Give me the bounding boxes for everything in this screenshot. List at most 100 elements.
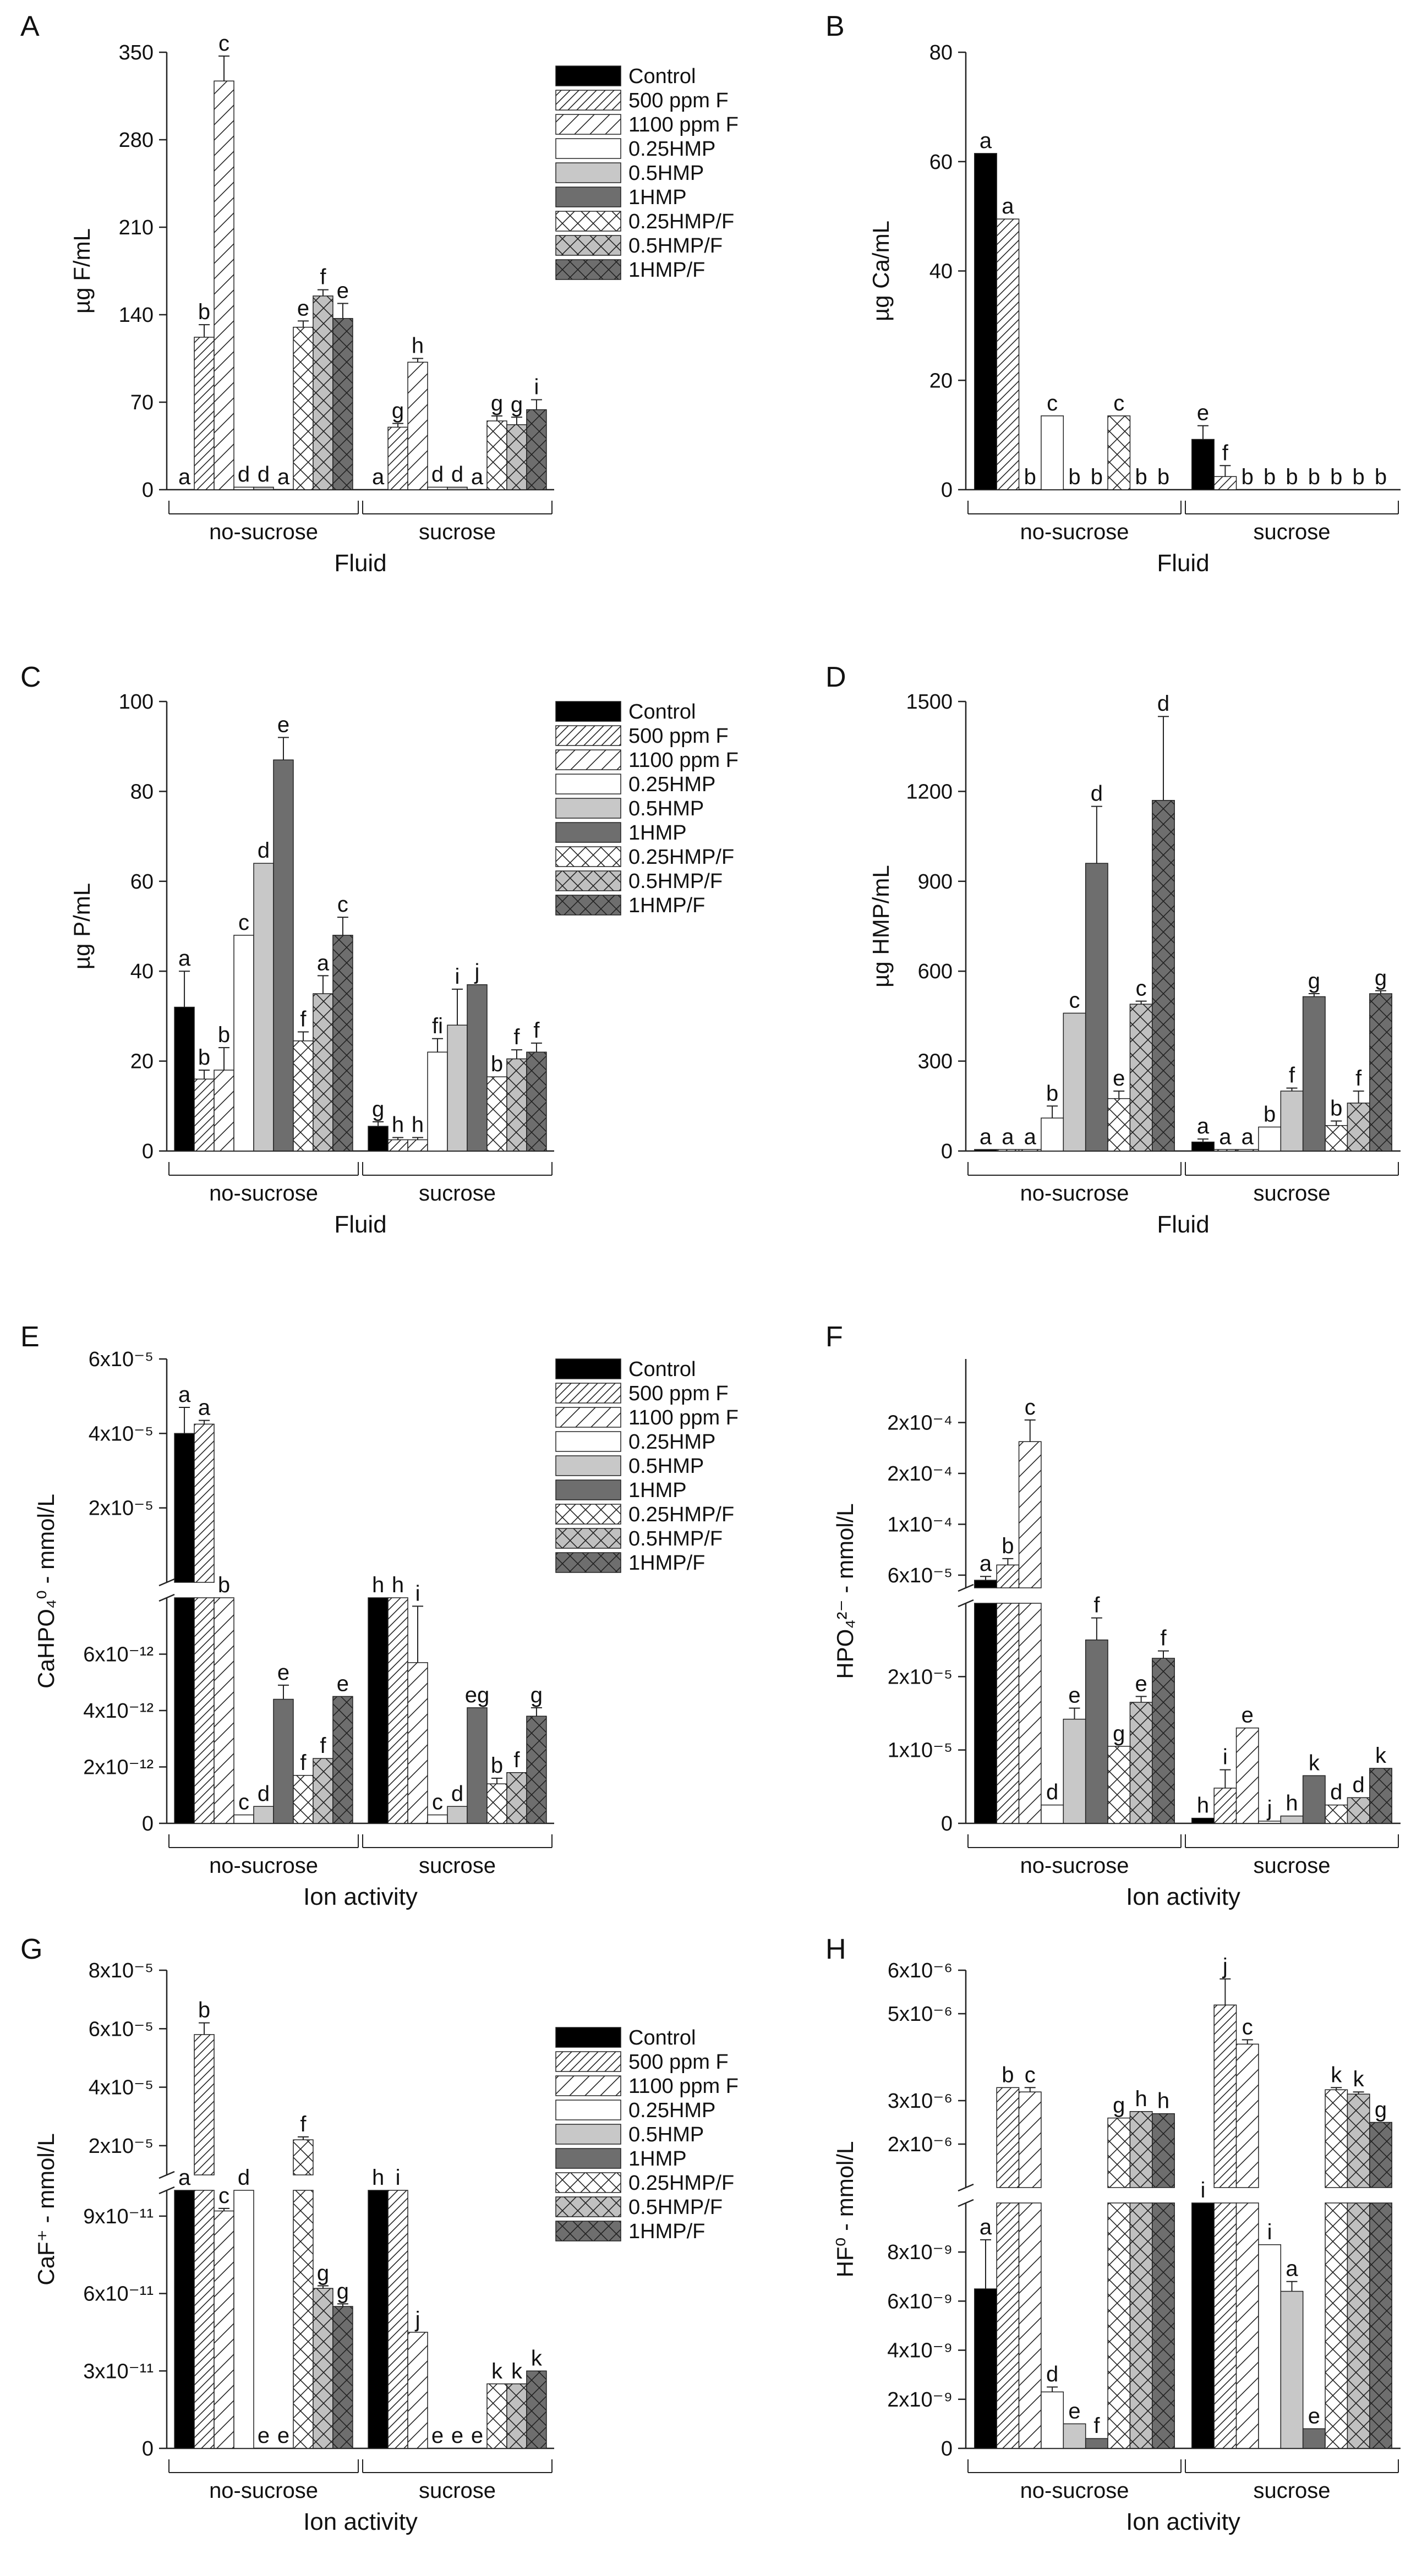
significance-label: g (531, 1683, 543, 1707)
significance-label: b (1353, 465, 1365, 489)
significance-label: c (218, 31, 229, 56)
legend-label: 0.25HMP (628, 1430, 715, 1454)
bar-pattern (408, 1662, 428, 1823)
bar-pattern (214, 1598, 234, 1823)
significance-label: b (1308, 465, 1320, 489)
group-label: sucrose (1253, 2479, 1330, 2503)
significance-label: f (1355, 1066, 1362, 1090)
legend-label: 0.25HMP (628, 2099, 715, 2122)
axis-break-mark (958, 1599, 974, 1608)
bar-pattern (997, 2203, 1019, 2448)
significance-label: b (1264, 1102, 1276, 1126)
significance-label: h (372, 2166, 384, 2190)
bar-1-0 (1191, 1141, 1215, 1152)
significance-label: e (1135, 1671, 1147, 1696)
group-label: sucrose (1253, 1181, 1330, 1205)
significance-label: h (1197, 1794, 1209, 1818)
significance-label: c (337, 892, 348, 917)
significance-label: k (1375, 1744, 1387, 1768)
bar-pattern (526, 2371, 546, 2448)
legend-label: 1HMP (628, 821, 687, 845)
significance-label: i (396, 2166, 401, 2190)
panel-letter: F (825, 1321, 843, 1353)
legend-label: 0.25HMP/F (628, 1503, 734, 1526)
axis-break-mark (158, 1593, 175, 1602)
significance-label: e (337, 279, 349, 303)
bar-pattern (408, 1139, 428, 1151)
significance-label: a (372, 465, 385, 489)
significance-label: d (1046, 1780, 1058, 1805)
y-tick-label: 6x10⁻¹¹ (83, 2283, 154, 2306)
y-tick-label: 20 (929, 369, 953, 392)
legend-label: 1100 ppm F (628, 2075, 739, 2098)
bar-pattern (388, 2190, 408, 2448)
significance-label: e (1068, 2399, 1080, 2423)
significance-label: d (451, 462, 463, 486)
significance-label: h (392, 1573, 404, 1597)
bar-1-4 (1280, 1090, 1304, 1152)
significance-label: b (491, 1753, 503, 1778)
significance-label: c (1136, 977, 1147, 1001)
significance-label: f (1093, 1593, 1100, 1618)
significance-label: d (238, 462, 250, 486)
group-label: no-sucrose (209, 1854, 318, 1878)
y-tick-label: 140 (119, 304, 154, 327)
legend-swatch-pattern (556, 90, 621, 110)
significance-label: f (300, 1751, 307, 1775)
legend-swatch-pattern (556, 1407, 621, 1427)
significance-label: e (1068, 1684, 1080, 1708)
significance-label: b (1330, 1097, 1342, 1121)
bar-pattern (332, 318, 353, 490)
bar-pattern (194, 1598, 215, 1823)
bar-0-3 (233, 935, 254, 1152)
y-axis-label: µg P/mL (69, 883, 95, 969)
legend-swatch-pattern (556, 895, 621, 915)
y-tick-label: 4x10⁻¹² (83, 1700, 154, 1723)
legend-swatch (555, 65, 621, 86)
axis-break-mark (958, 2199, 974, 2207)
legend-label: 0.5HMP (628, 797, 704, 820)
significance-label: i (534, 375, 539, 399)
bar-pattern (1019, 1603, 1041, 1823)
legend-label: 500 ppm F (628, 1382, 729, 1405)
legend-swatch (555, 2027, 621, 2048)
bar-pattern (1214, 2203, 1237, 2448)
bar-1-4 (1280, 2290, 1304, 2449)
significance-label: c (238, 911, 249, 935)
y-tick-label: 2x10⁻⁴ (887, 1412, 953, 1435)
bar-1-0 (368, 1126, 389, 1152)
significance-label: b (198, 300, 210, 324)
bar-0-0-upper (974, 1580, 997, 1588)
bar-pattern (486, 1077, 507, 1151)
bar-0-4 (1063, 1012, 1086, 1152)
x-axis-title: Ion activity (303, 2508, 418, 2535)
y-tick-label: 40 (929, 260, 953, 283)
significance-label: g (317, 2261, 329, 2285)
legend-swatch-pattern (556, 750, 621, 770)
bar-pattern (332, 935, 353, 1151)
bar-pattern (1347, 1797, 1370, 1823)
bar-pattern (1214, 476, 1237, 490)
bar-1-3 (1258, 1126, 1282, 1152)
y-axis-label: µg Ca/mL (868, 221, 894, 321)
bar-1-3 (1258, 2244, 1282, 2449)
significance-label: b (1157, 465, 1169, 489)
bar-0-3 (1041, 1804, 1064, 1824)
group-label: sucrose (419, 2479, 496, 2503)
significance-label: a (471, 465, 484, 489)
legend-swatch-pattern (556, 211, 621, 231)
bar-1-5 (1302, 2428, 1326, 2449)
significance-label: a (1286, 2257, 1298, 2281)
legend-swatch (555, 1431, 621, 1452)
bar-pattern (1108, 2118, 1130, 2188)
bar-pattern (997, 219, 1019, 490)
bar-pattern (194, 1424, 215, 1582)
bar-pattern (997, 2087, 1019, 2188)
group-label: no-sucrose (1020, 2479, 1129, 2503)
bar-1-3 (427, 1814, 448, 1824)
significance-label: c (218, 2184, 229, 2208)
legend-swatch (555, 2148, 621, 2169)
significance-label: g (372, 1097, 384, 1121)
